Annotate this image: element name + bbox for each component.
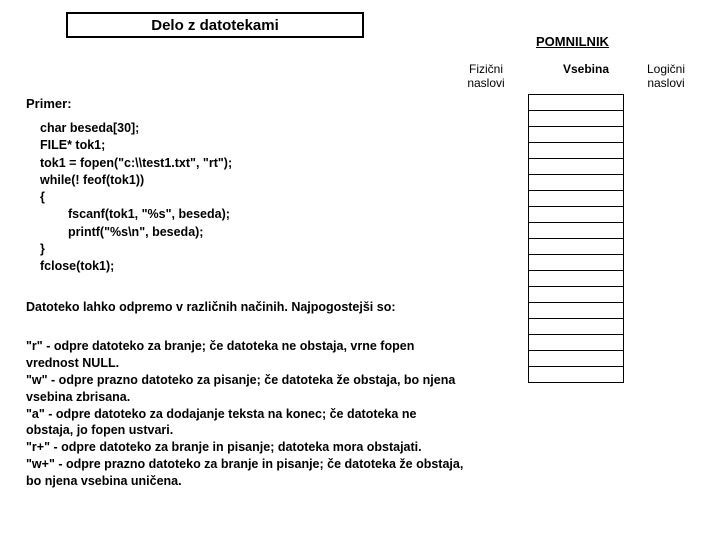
memory-cell — [529, 143, 624, 159]
memory-cell — [529, 271, 624, 287]
mode-a: "a" - odpre datoteko za dodajanje teksta… — [26, 406, 466, 440]
memory-row — [529, 95, 624, 111]
memory-cell — [529, 335, 624, 351]
code-line: while(! feof(tok1)) — [40, 172, 232, 189]
memory-cell — [529, 255, 624, 271]
memory-cell — [529, 367, 624, 383]
memory-cell — [529, 127, 624, 143]
title-text: Delo z datotekami — [151, 17, 279, 34]
memory-row — [529, 207, 624, 223]
memory-row — [529, 143, 624, 159]
code-line: { — [40, 189, 232, 206]
col-fizicni-label: Fizični naslovi — [456, 62, 516, 90]
col-logicni-line2: naslovi — [647, 76, 684, 90]
col-logicni-label: Logični naslovi — [636, 62, 696, 90]
code-line: fclose(tok1); — [40, 258, 232, 275]
memory-row — [529, 255, 624, 271]
memory-row — [529, 223, 624, 239]
title-box: Delo z datotekami — [66, 12, 364, 38]
code-line: fscanf(tok1, "%s", beseda); — [40, 206, 232, 223]
col-fizicni-line1: Fizični — [469, 62, 503, 76]
mode-w: "w" - odpre prazno datoteko za pisanje; … — [26, 372, 466, 406]
code-block: char beseda[30]; FILE* tok1; tok1 = fope… — [40, 120, 232, 275]
memory-cell — [529, 351, 624, 367]
memory-row — [529, 351, 624, 367]
memory-row — [529, 367, 624, 383]
memory-cell — [529, 175, 624, 191]
memory-table — [528, 94, 624, 383]
memory-cell — [529, 319, 624, 335]
mode-wp: "w+" - odpre prazno datoteko za branje i… — [26, 456, 466, 490]
memory-row — [529, 303, 624, 319]
mode-r: "r" - odpre datoteko za branje; če datot… — [26, 338, 466, 372]
memory-cell — [529, 159, 624, 175]
memory-cell — [529, 287, 624, 303]
memory-cell — [529, 191, 624, 207]
code-line: } — [40, 241, 232, 258]
memory-row — [529, 159, 624, 175]
memory-row — [529, 335, 624, 351]
col-fizicni-line2: naslovi — [467, 76, 504, 90]
memory-row — [529, 111, 624, 127]
memory-cell — [529, 95, 624, 111]
col-vsebina-label: Vsebina — [556, 62, 616, 76]
memory-table-body — [529, 95, 624, 383]
memory-row — [529, 287, 624, 303]
col-logicni-line1: Logični — [647, 62, 685, 76]
memory-row — [529, 127, 624, 143]
memory-row — [529, 191, 624, 207]
memory-row — [529, 319, 624, 335]
mode-rp: "r+" - odpre datoteko za branje in pisan… — [26, 439, 466, 456]
memory-cell — [529, 223, 624, 239]
memory-cell — [529, 239, 624, 255]
intro-paragraph: Datoteko lahko odpremo v različnih način… — [26, 300, 456, 314]
memory-row — [529, 239, 624, 255]
memory-cell — [529, 111, 624, 127]
memory-row — [529, 271, 624, 287]
primer-label: Primer: — [26, 96, 72, 111]
code-line: char beseda[30]; — [40, 120, 232, 137]
memory-row — [529, 175, 624, 191]
memory-cell — [529, 207, 624, 223]
code-line: printf("%s\n", beseda); — [40, 224, 232, 241]
code-line: FILE* tok1; — [40, 137, 232, 154]
memory-heading: POMNILNIK — [536, 34, 609, 49]
memory-cell — [529, 303, 624, 319]
modes-paragraph: "r" - odpre datoteko za branje; če datot… — [26, 338, 466, 490]
code-line: tok1 = fopen("c:\\test1.txt", "rt"); — [40, 155, 232, 172]
